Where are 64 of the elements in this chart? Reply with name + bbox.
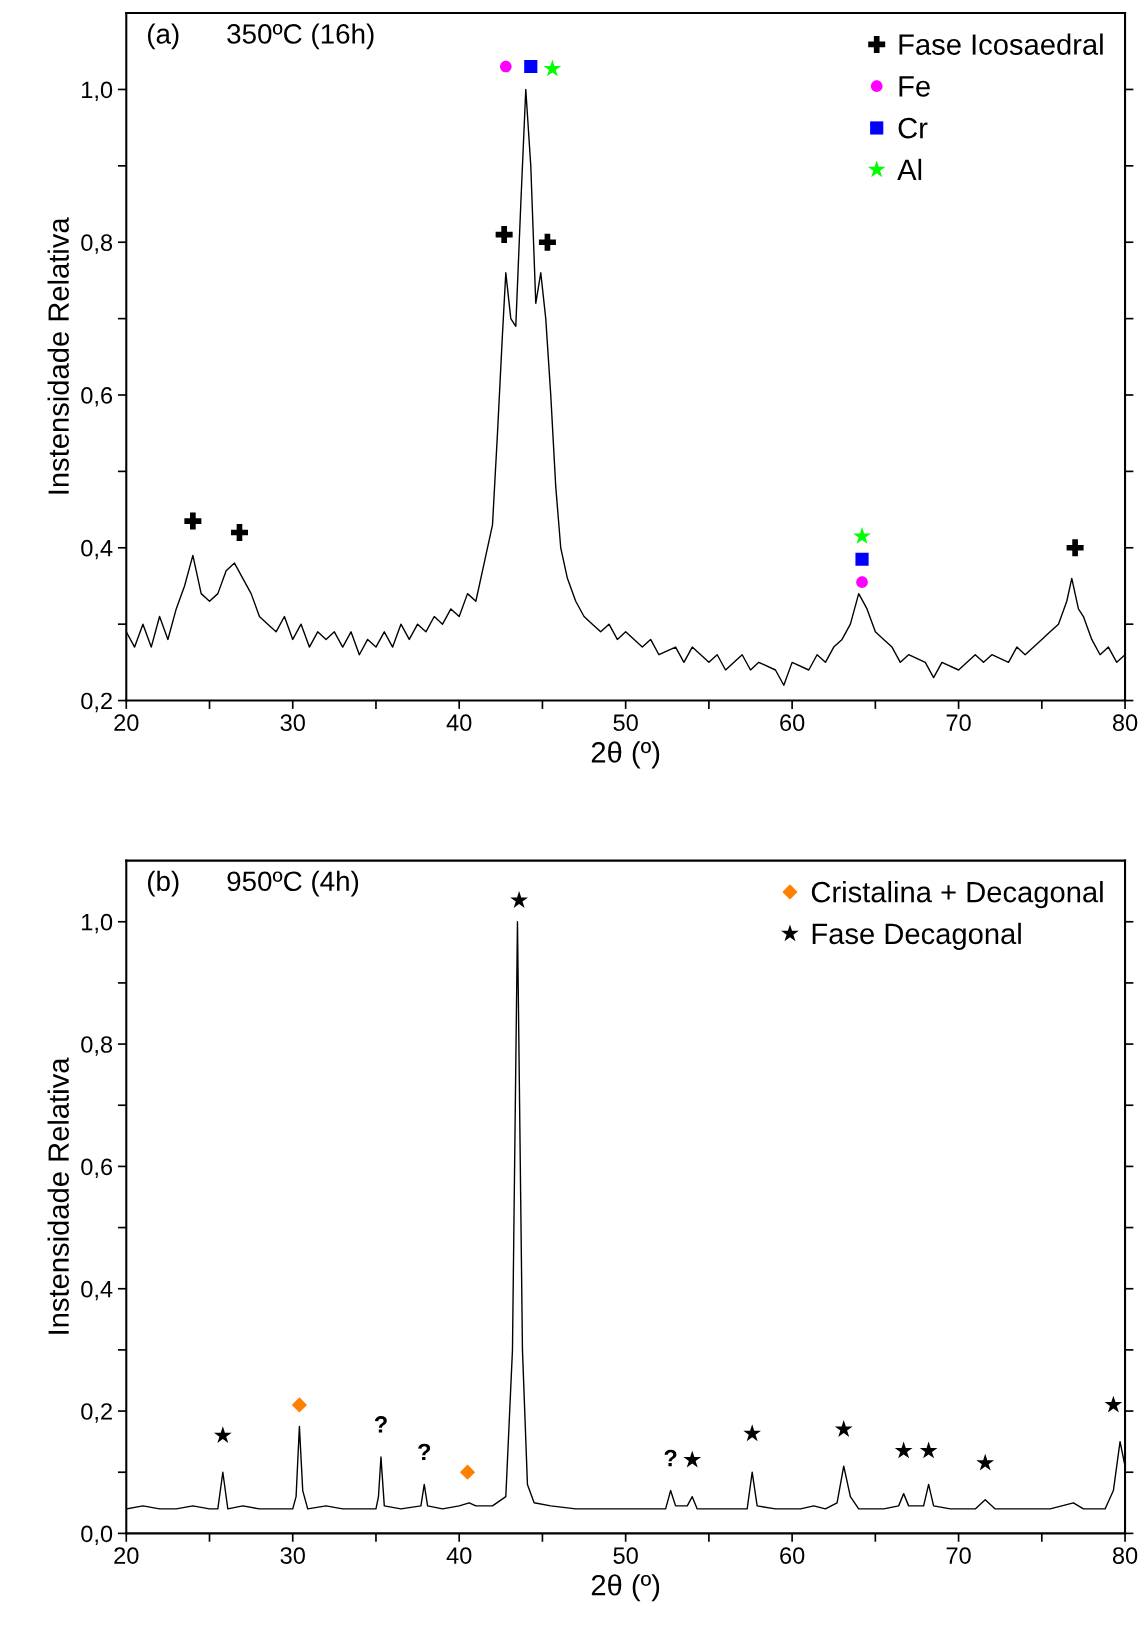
point xyxy=(524,59,538,74)
x-tick-label: 50 xyxy=(613,1547,638,1564)
point xyxy=(500,60,512,73)
point xyxy=(743,1424,762,1442)
y-axis-title: Instensidade Relativa xyxy=(47,1057,69,1334)
x-tick-label: 30 xyxy=(280,714,305,732)
point xyxy=(894,1441,913,1459)
y-tick-label: 0,2 xyxy=(81,1403,112,1423)
point xyxy=(1066,539,1084,557)
point xyxy=(213,1426,232,1444)
y-tick-label: 0,0 xyxy=(81,1525,113,1545)
legend-label: Cristalina + Decagonal xyxy=(811,881,1103,909)
point xyxy=(543,59,562,77)
point xyxy=(1104,1395,1123,1413)
annotation: 950ºC (4h) xyxy=(227,870,359,897)
point xyxy=(919,1441,938,1459)
point xyxy=(683,1450,702,1468)
x-tick-label: 70 xyxy=(946,1547,971,1564)
y-tick-label: 0,6 xyxy=(81,387,113,407)
point xyxy=(976,1453,995,1471)
y-tick-label: 0,8 xyxy=(81,234,113,254)
point xyxy=(291,1397,308,1413)
annotation: (b) xyxy=(147,870,179,897)
y-tick-label: 0,2 xyxy=(81,692,112,713)
point xyxy=(459,1464,476,1480)
x-axis-title: 2θ (º) xyxy=(591,1574,660,1602)
point xyxy=(538,233,556,251)
legend-label: Fe xyxy=(899,76,930,97)
point xyxy=(230,524,248,542)
point xyxy=(834,1420,853,1437)
x-tick-label: 60 xyxy=(780,1547,805,1564)
annotation: 350ºC (16h) xyxy=(227,23,374,50)
legend-label: Al xyxy=(897,158,922,180)
x-tick-label: 60 xyxy=(780,714,805,732)
legend-label: Cr xyxy=(898,117,928,139)
x-tick-label: 30 xyxy=(280,1547,305,1564)
annotation: (a) xyxy=(147,23,179,50)
annotation: ? xyxy=(374,1416,387,1433)
x-tick-label: 20 xyxy=(114,1547,139,1564)
point xyxy=(495,226,513,244)
y-tick-label: 1,0 xyxy=(82,81,113,102)
point xyxy=(855,552,869,566)
x-tick-label: 20 xyxy=(114,714,139,732)
y-tick-label: 1,0 xyxy=(82,913,113,934)
point xyxy=(853,527,871,544)
x-tick-label: 50 xyxy=(613,714,638,732)
point xyxy=(184,512,202,530)
legend-label: Fase Icosaedral xyxy=(899,33,1103,55)
x-tick-label: 40 xyxy=(446,714,472,732)
legend-label: Fase Decagonal xyxy=(812,922,1021,950)
x-tick-label: 40 xyxy=(446,1547,472,1564)
point xyxy=(510,891,528,908)
y-tick-label: 0,4 xyxy=(81,1280,113,1301)
annotation: ? xyxy=(664,1449,677,1467)
x-tick-label: 80 xyxy=(1112,714,1138,732)
annotation: ? xyxy=(418,1443,431,1461)
y-tick-label: 0,4 xyxy=(81,539,113,560)
x-tick-label: 80 xyxy=(1112,1547,1138,1564)
x-axis-title: 2θ (º) xyxy=(591,741,660,769)
y-axis-title: Instensidade Relativa xyxy=(47,217,69,494)
x-tick-label: 70 xyxy=(946,714,971,732)
point xyxy=(856,576,868,588)
y-tick-label: 0,6 xyxy=(81,1158,113,1178)
y-tick-label: 0,8 xyxy=(81,1036,113,1056)
